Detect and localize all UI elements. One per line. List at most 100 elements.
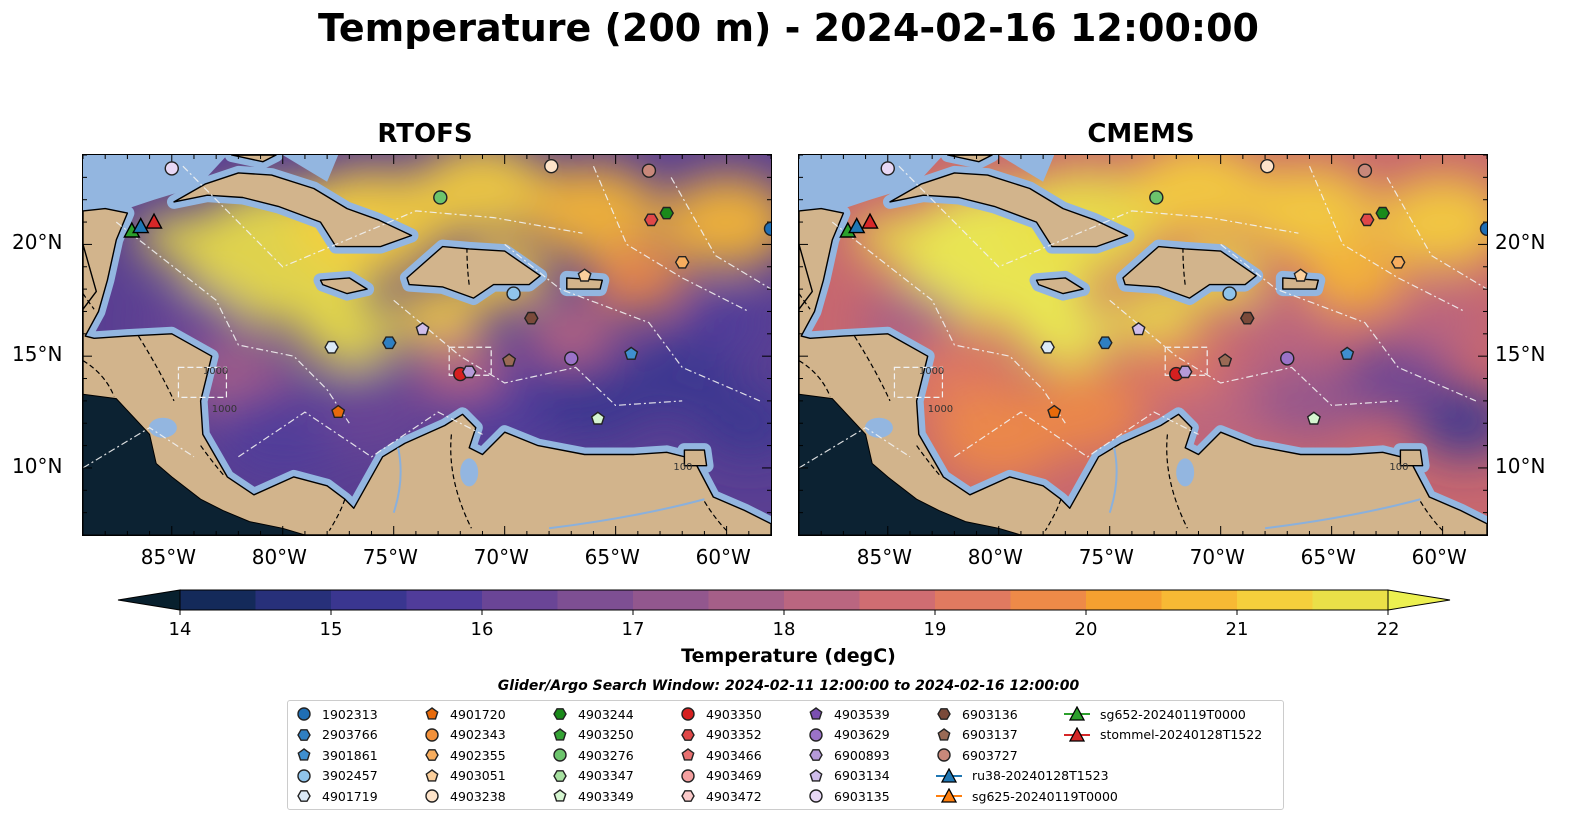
land-cuba bbox=[173, 172, 413, 248]
lat-tick-label-right: 10°N bbox=[1495, 453, 1546, 478]
legend-label: 6903135 bbox=[834, 788, 890, 804]
argo-float-marker bbox=[433, 190, 448, 205]
legend-marker-hexagon bbox=[681, 728, 695, 741]
legend-marker-circle bbox=[809, 727, 823, 742]
legend-item: 4903276 bbox=[552, 745, 634, 765]
argo-float-marker bbox=[1177, 365, 1193, 379]
argo-float-marker bbox=[502, 353, 517, 367]
legend-item: 4902355 bbox=[424, 745, 506, 765]
land-hispaniola bbox=[1122, 245, 1257, 299]
legend-item: 1902313 bbox=[296, 704, 378, 724]
land-trinidad bbox=[1399, 449, 1424, 467]
argo-float-marker bbox=[1149, 190, 1164, 205]
land-pr bbox=[1282, 277, 1319, 290]
legend-item: 4903466 bbox=[680, 745, 762, 765]
argo-float-marker bbox=[641, 163, 657, 178]
lon-tick-label: 75°W bbox=[1078, 545, 1134, 569]
legend-symbol bbox=[297, 768, 311, 783]
colorbar-segment bbox=[1312, 590, 1389, 610]
land-cuba bbox=[889, 172, 1129, 248]
legend-marker-triangle-line bbox=[936, 767, 962, 783]
legend-symbol bbox=[809, 768, 823, 782]
argo-float-marker bbox=[1359, 213, 1375, 227]
argo-float-marker bbox=[506, 286, 521, 301]
legend-symbol bbox=[425, 768, 439, 782]
legend-marker-pentagon bbox=[937, 727, 951, 741]
legend-marker-hexagon bbox=[809, 749, 823, 761]
legend-symbol bbox=[425, 727, 439, 742]
land-jamaica bbox=[319, 277, 368, 295]
legend-symbol bbox=[425, 707, 439, 720]
glider-marker bbox=[132, 217, 150, 234]
legend-item: 4903250 bbox=[552, 725, 634, 745]
contour-label: 100 bbox=[673, 462, 692, 473]
lon-tick-label: 65°W bbox=[584, 545, 640, 569]
argo-float-marker bbox=[1239, 311, 1255, 325]
pacific-ocean bbox=[799, 393, 1022, 535]
map-panel-rtofs[interactable]: 1000 1000 100 bbox=[82, 154, 772, 536]
contour-label: 1000 bbox=[928, 404, 953, 415]
legend-label: sg625-20240119T0000 bbox=[972, 788, 1118, 804]
legend-item: 4903238 bbox=[424, 786, 506, 806]
colorbar-segment bbox=[406, 590, 483, 610]
colorbar-segment bbox=[1086, 590, 1162, 610]
legend-marker-pentagon bbox=[553, 789, 567, 802]
legend-marker-circle bbox=[553, 748, 567, 762]
legend-label: 3901861 bbox=[322, 747, 378, 763]
glider-marker bbox=[848, 217, 866, 234]
legend-label: 4903469 bbox=[706, 768, 762, 783]
lat-tick-label-left: 20°N bbox=[12, 230, 63, 255]
colorbar-segment bbox=[633, 590, 709, 610]
legend-marker-pentagon bbox=[681, 748, 695, 761]
legend-symbol bbox=[425, 749, 439, 761]
colorbar-segment bbox=[255, 590, 332, 610]
colorbar bbox=[117, 589, 1451, 615]
colorbar-tick-label: 20 bbox=[1074, 619, 1098, 640]
legend-label: 4903539 bbox=[834, 706, 890, 722]
legend-item: stommel-20240128T1522 bbox=[1064, 725, 1262, 745]
argo-float-marker bbox=[1479, 221, 1487, 236]
search-window-text: Glider/Argo Search Window: 2024-02-11 12… bbox=[497, 678, 1080, 694]
colorbar-segment bbox=[331, 590, 407, 610]
argo-float-marker bbox=[324, 340, 339, 354]
argo-float-marker bbox=[415, 322, 430, 336]
legend-marker-pentagon bbox=[297, 748, 311, 761]
argo-float-marker bbox=[381, 336, 397, 350]
legend-symbol bbox=[809, 749, 823, 761]
land-jamaica bbox=[1035, 277, 1084, 295]
legend-item: 6903727 bbox=[936, 745, 1018, 765]
argo-float-marker bbox=[461, 365, 477, 379]
land-hispaniola bbox=[406, 245, 541, 299]
legend-item: 6900893 bbox=[808, 745, 890, 765]
colorbar-tick-label: 16 bbox=[470, 619, 494, 640]
legend-label: 6903136 bbox=[962, 706, 1018, 722]
legend-label: 4903352 bbox=[706, 727, 762, 742]
legend-item: 4903352 bbox=[680, 725, 762, 745]
legend-label: 3902457 bbox=[322, 768, 378, 783]
argo-float-marker bbox=[674, 255, 690, 269]
legend-marker-circle bbox=[297, 768, 311, 783]
legend-item: 4903051 bbox=[424, 766, 506, 786]
argo-float-marker bbox=[1390, 255, 1406, 269]
legend-label: 4903472 bbox=[706, 788, 762, 804]
lat-tick-label-left: 10°N bbox=[12, 453, 63, 478]
legend-label: 4903466 bbox=[706, 747, 762, 763]
colorbar-tick-label: 18 bbox=[772, 619, 796, 640]
legend-item: 4902343 bbox=[424, 725, 506, 745]
lat-tick-label-right: 15°N bbox=[1495, 342, 1546, 367]
legend-item: 6903134 bbox=[808, 766, 890, 786]
argo-float-marker bbox=[1340, 346, 1355, 360]
legend-item: 2903766 bbox=[296, 725, 378, 745]
legend-item: 4903244 bbox=[552, 704, 634, 724]
map-panel-cmems[interactable]: 1000 1000 100 bbox=[798, 154, 1488, 536]
argo-float-marker bbox=[1357, 163, 1373, 178]
legend-symbol bbox=[297, 728, 311, 741]
legend-item: 4903472 bbox=[680, 786, 762, 806]
legend-marker-circle bbox=[937, 748, 951, 762]
colorbar-segment bbox=[557, 590, 634, 610]
legend-marker-pentagon bbox=[809, 768, 823, 782]
argo-float-marker bbox=[1260, 158, 1275, 174]
legend-marker-circle bbox=[681, 768, 695, 783]
argo-float-marker bbox=[1375, 206, 1391, 220]
legend-symbol bbox=[425, 789, 439, 803]
